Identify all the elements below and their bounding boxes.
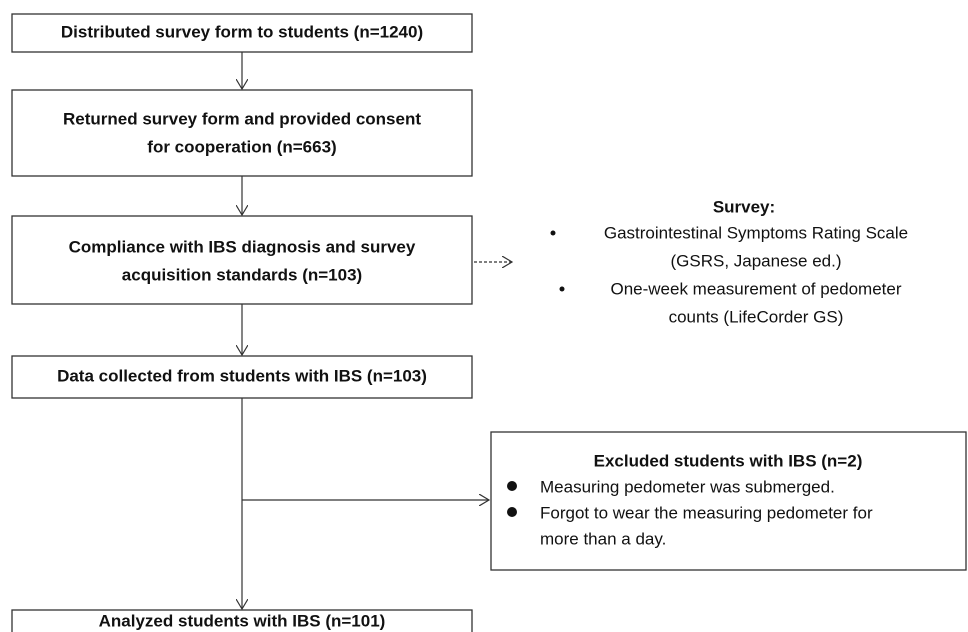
survey-item: One-week measurement of pedometer: [610, 279, 901, 298]
box-text: Data collected from students with IBS (n…: [57, 366, 427, 385]
box: [11, 355, 473, 399]
box-text: Returned survey form and provided consen…: [63, 109, 421, 128]
box: [490, 431, 967, 571]
survey-item: (GSRS, Japanese ed.): [670, 251, 841, 270]
bullet: [559, 286, 565, 292]
box: [11, 13, 473, 53]
survey-title: Survey:: [713, 197, 775, 216]
excluded-item: Measuring pedometer was submerged.: [540, 477, 835, 496]
box-text: Distributed survey form to students (n=1…: [61, 22, 423, 41]
bullet: [507, 481, 517, 491]
box: [11, 89, 473, 177]
bullet: [507, 507, 517, 517]
bullet: [550, 230, 556, 236]
excluded-item: Forgot to wear the measuring pedometer f…: [540, 503, 873, 522]
excluded-item: more than a day.: [540, 529, 666, 548]
survey-item: Gastrointestinal Symptoms Rating Scale: [604, 223, 908, 242]
box-text: for cooperation (n=663): [147, 137, 336, 156]
box: [11, 215, 473, 305]
box-text: acquisition standards (n=103): [122, 265, 362, 284]
box-text: Analyzed students with IBS (n=101): [99, 611, 386, 630]
box: [11, 609, 473, 632]
survey-item: counts (LifeCorder GS): [669, 307, 844, 326]
excluded-title: Excluded students with IBS (n=2): [594, 451, 863, 470]
box-text: Compliance with IBS diagnosis and survey: [69, 237, 416, 256]
